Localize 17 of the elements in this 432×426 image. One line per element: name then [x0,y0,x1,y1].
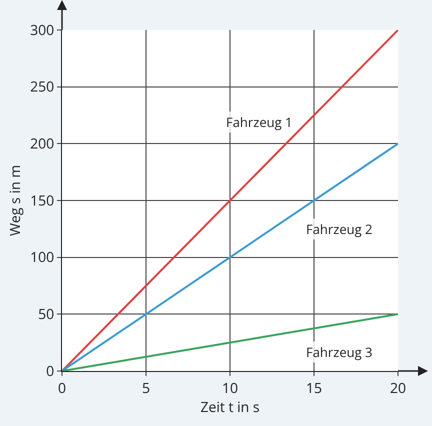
series-label: Fahrzeug 1 [226,113,292,131]
x-tick-label: 0 [58,378,66,398]
y-tick-label: 50 [38,305,54,324]
x-axis-title: Zeit t in s [200,398,260,417]
x-tick-label: 10 [222,378,238,398]
x-tick-label: 20 [390,378,406,398]
x-tick-label: 5 [142,378,150,398]
x-tick-label: 15 [306,378,322,398]
y-tick-label: 150 [30,191,54,210]
y-tick-label: 250 [30,78,54,97]
y-axis-title: Weg s in m [6,164,25,236]
y-tick-label: 0 [46,362,54,381]
y-tick-label: 300 [30,20,54,40]
series-label: Fahrzeug 3 [306,343,372,361]
series-label: Fahrzeug 2 [306,220,372,238]
y-tick-label: 200 [30,134,54,154]
y-tick-label: 100 [30,248,54,268]
